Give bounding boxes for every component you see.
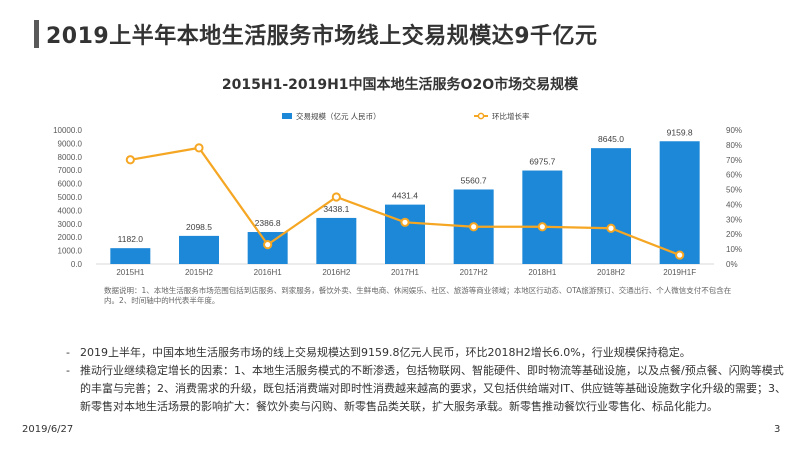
legend-line-label: 环比增长率 — [492, 111, 530, 121]
bullet-item: - 2019上半年，中国本地生活服务市场的线上交易规模达到9159.8亿元人民币… — [66, 344, 786, 362]
bar — [591, 148, 631, 264]
y-right-tick-label: 50% — [726, 186, 742, 195]
bar-value-label: 3438.1 — [323, 204, 349, 214]
y-right-tick-label: 90% — [726, 126, 742, 135]
chart-note: 数据说明：1、本地生活服务市场范围包括到店服务、到家服务，餐饮外卖、生鲜电商、休… — [104, 286, 744, 306]
bar-value-label: 6975.7 — [529, 157, 555, 167]
x-tick-label: 2018H2 — [597, 268, 626, 277]
y-right-tick-label: 70% — [726, 156, 742, 165]
growth-rate-point — [264, 241, 271, 248]
x-tick-label: 2017H1 — [391, 268, 420, 277]
footer-date: 2019/6/27 — [22, 424, 73, 435]
x-tick-label: 2015H1 — [116, 268, 145, 277]
bullet-item: - 推动行业继续稳定增长的因素：1、本地生活服务模式的不断渗透，包括物联网、智能… — [66, 362, 786, 416]
legend-bar-swatch — [282, 113, 292, 119]
bullet-dash: - — [66, 362, 70, 380]
page-number: 3 — [774, 424, 780, 435]
growth-rate-point — [195, 144, 202, 151]
growth-rate-point — [470, 223, 477, 230]
y-left-tick-label: 5000.0 — [58, 193, 83, 202]
legend-bar-label: 交易规模（亿元 人民币） — [296, 111, 381, 121]
growth-rate-point — [539, 223, 546, 230]
y-left-tick-label: 1000.0 — [58, 247, 83, 256]
bullet-text: 推动行业继续稳定增长的因素：1、本地生活服务模式的不断渗透，包括物联网、智能硬件… — [80, 364, 786, 413]
y-left-tick-label: 4000.0 — [58, 206, 83, 215]
bar-value-label: 4431.4 — [392, 191, 418, 201]
bar — [660, 141, 700, 264]
y-left-tick-label: 7000.0 — [58, 166, 83, 175]
growth-rate-point — [127, 156, 134, 163]
x-tick-label: 2017H2 — [460, 268, 489, 277]
y-left-tick-label: 10000.0 — [53, 126, 82, 135]
y-right-tick-label: 40% — [726, 200, 742, 209]
growth-rate-point — [676, 251, 683, 258]
y-right-tick-label: 0% — [726, 260, 738, 269]
bullet-list: - 2019上半年，中国本地生活服务市场的线上交易规模达到9159.8亿元人民币… — [66, 344, 786, 416]
y-right-tick-label: 80% — [726, 141, 742, 150]
chart: 0.0 1000.0 2000.0 3000.0 4000.0 5000.0 6000.0 7… — [0, 0, 800, 300]
x-tick-label: 2019H1F — [663, 268, 696, 277]
y-right-tick-label: 20% — [726, 230, 742, 239]
bullet-dash: - — [66, 344, 70, 362]
legend-line-marker — [478, 113, 483, 118]
growth-rate-point — [607, 225, 614, 232]
bar-value-label: 2386.8 — [255, 218, 281, 228]
bar — [522, 171, 562, 264]
bar-value-label: 2098.5 — [186, 222, 212, 232]
y-left-tick-label: 3000.0 — [58, 220, 83, 229]
growth-rate-point — [401, 219, 408, 226]
y-right-tick-label: 30% — [726, 215, 742, 224]
growth-rate-point — [333, 193, 340, 200]
bar — [110, 248, 150, 264]
x-tick-label: 2016H1 — [254, 268, 283, 277]
x-tick-label: 2018H1 — [528, 268, 557, 277]
y-left-tick-label: 0.0 — [71, 260, 83, 269]
x-tick-label: 2016H2 — [322, 268, 351, 277]
bar-value-label: 9159.8 — [667, 127, 693, 137]
bar-value-label: 8645.0 — [598, 134, 624, 144]
y-left-tick-label: 9000.0 — [58, 139, 83, 148]
bar-value-label: 1182.0 — [118, 234, 144, 244]
bullet-text: 2019上半年，中国本地生活服务市场的线上交易规模达到9159.8亿元人民币，环… — [80, 346, 691, 359]
bar-value-label: 5560.7 — [461, 175, 487, 185]
y-left-tick-label: 6000.0 — [58, 180, 83, 189]
y-left-tick-label: 2000.0 — [58, 233, 83, 242]
x-tick-label: 2015H2 — [185, 268, 214, 277]
bar — [316, 218, 356, 264]
y-right-tick-label: 60% — [726, 171, 742, 180]
y-right-tick-label: 10% — [726, 245, 742, 254]
y-left-tick-label: 8000.0 — [58, 153, 83, 162]
bar — [385, 205, 425, 264]
bar — [179, 236, 219, 264]
